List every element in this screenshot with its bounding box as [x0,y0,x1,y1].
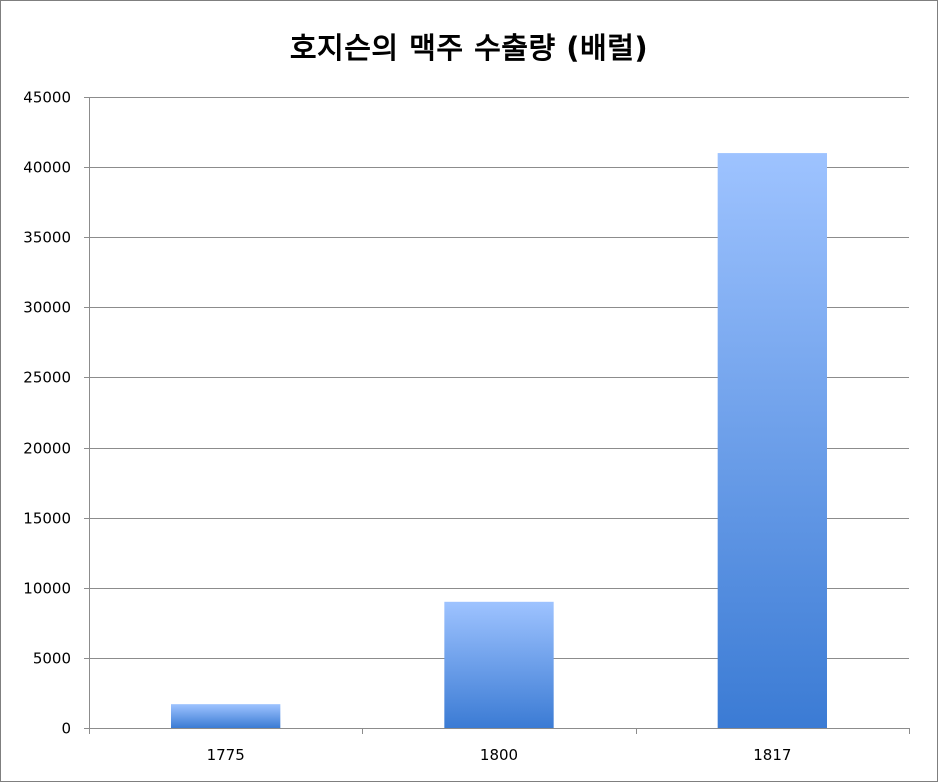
bars [171,153,827,729]
y-tick-label: 15000 [23,510,71,528]
tick-labels: 0 5000 10000 15000 20000 25000 30000 35000 40000… [23,89,791,765]
bar-1775 [171,704,281,728]
y-tick-label: 20000 [23,440,71,458]
y-tick-label: 45000 [23,89,71,107]
chart-title: 호지슨의 맥주 수출량 (배럴) [289,31,649,65]
y-tick-label: 30000 [23,299,71,317]
y-tick-label: 0 [61,720,71,738]
bar-1800 [444,601,554,728]
x-tick-label: 1817 [753,746,791,764]
y-tick-label: 40000 [23,159,71,177]
y-tick-label: 25000 [23,369,71,387]
x-tick-label: 1800 [480,746,518,764]
y-tick-label: 10000 [23,580,71,598]
x-tick-label: 1775 [207,746,245,764]
bar-1817 [717,153,827,729]
y-tick-label: 35000 [23,229,71,247]
y-tick-label: 5000 [33,650,71,668]
axes [84,97,910,734]
